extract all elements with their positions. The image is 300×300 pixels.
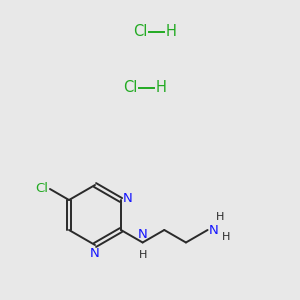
Text: N: N — [138, 229, 148, 242]
Text: Cl: Cl — [124, 80, 138, 95]
Text: H: H — [156, 80, 167, 95]
Text: N: N — [123, 193, 133, 206]
Text: Cl: Cl — [35, 182, 48, 196]
Text: H: H — [138, 250, 147, 260]
Text: H: H — [166, 25, 177, 40]
Text: H: H — [216, 212, 224, 222]
Text: Cl: Cl — [134, 25, 148, 40]
Text: N: N — [90, 247, 100, 260]
Text: H: H — [222, 232, 230, 242]
Text: N: N — [208, 224, 218, 236]
